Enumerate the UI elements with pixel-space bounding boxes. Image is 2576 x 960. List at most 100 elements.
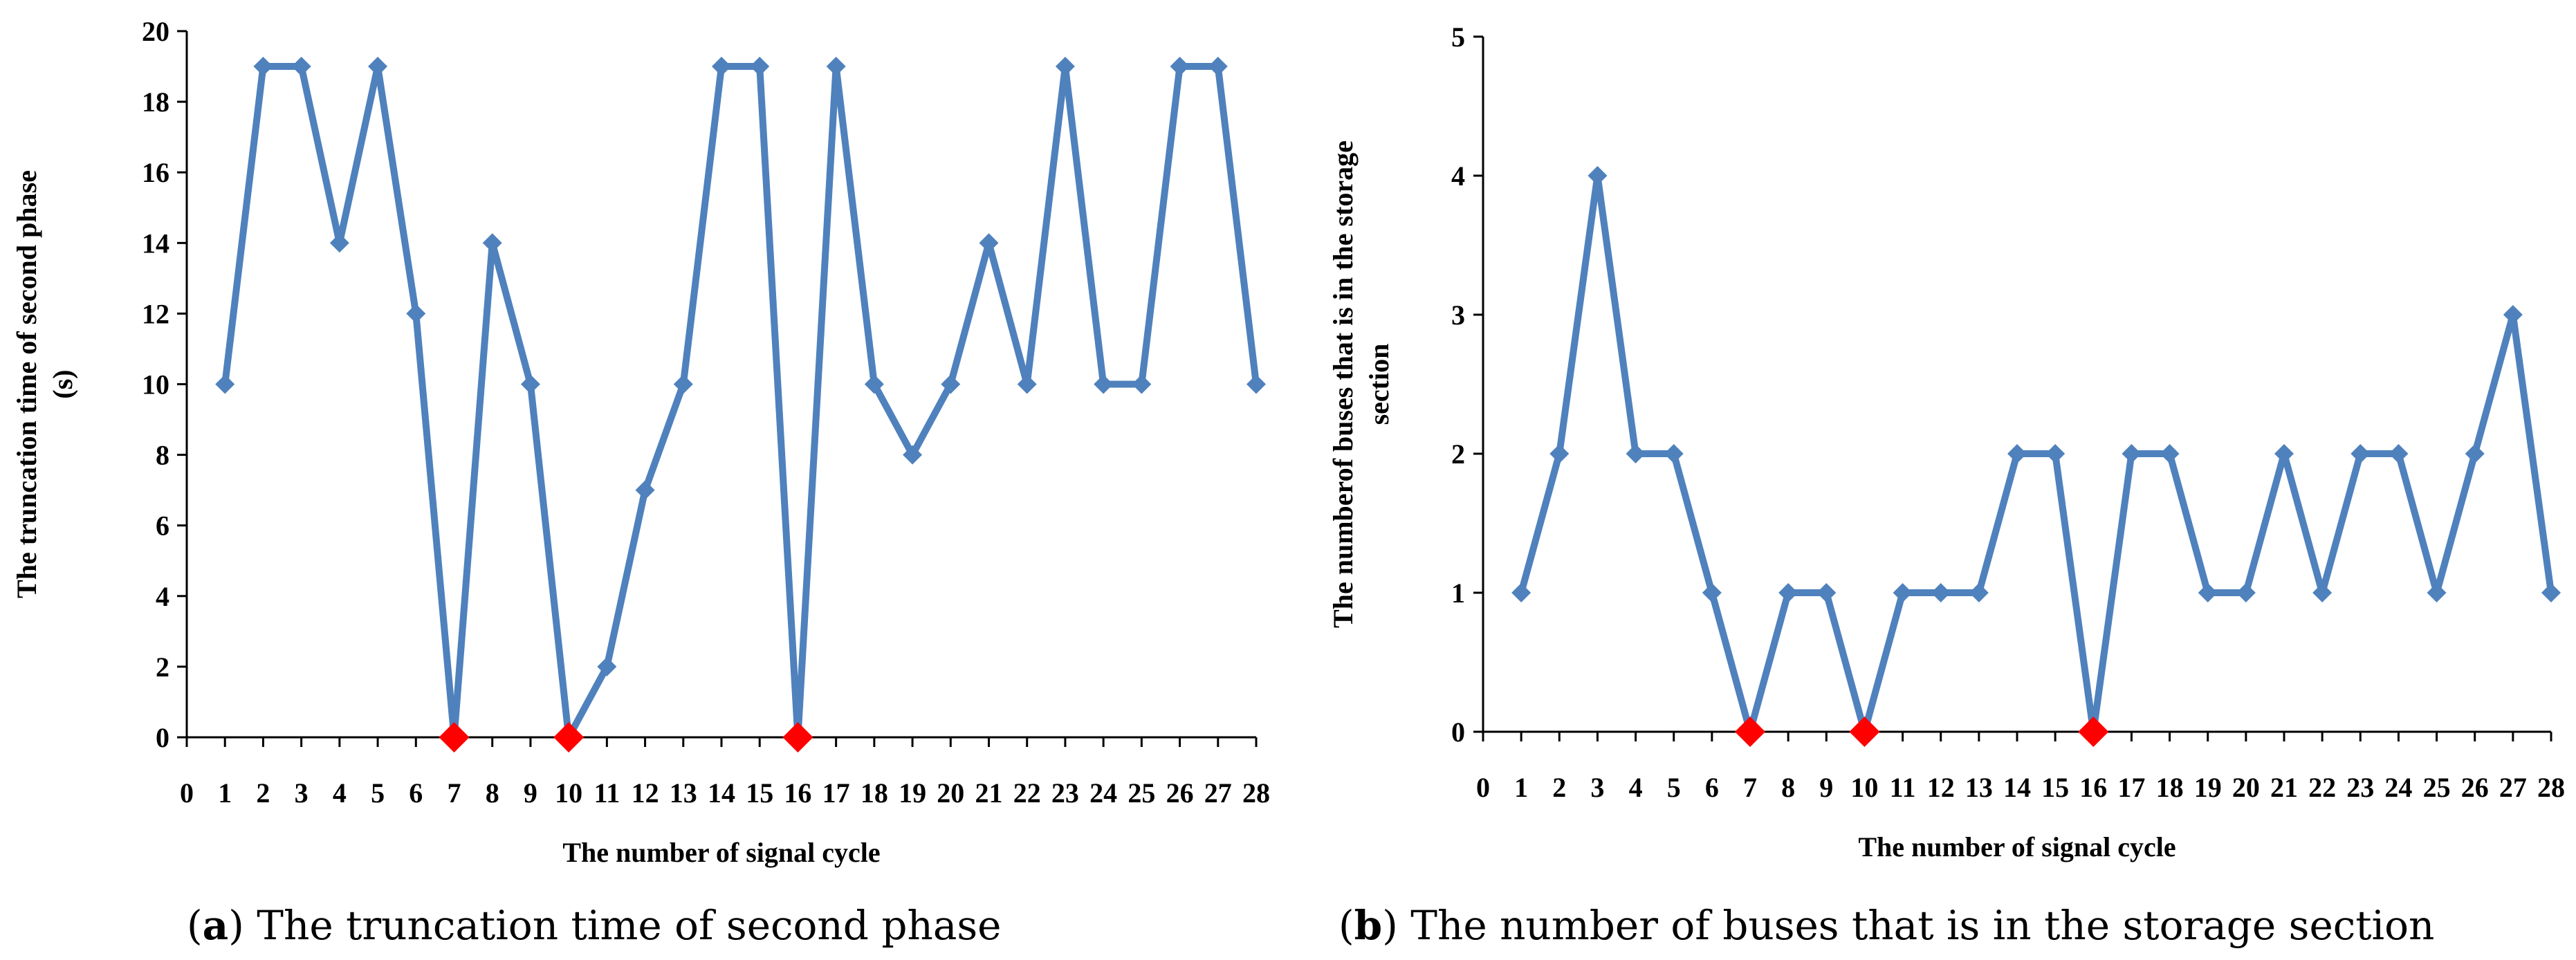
data-point — [1816, 583, 1837, 602]
x-tick-label: 19 — [899, 777, 926, 809]
x-tick-label: 1 — [218, 777, 232, 809]
data-point — [2350, 444, 2371, 463]
x-tick-label: 4 — [333, 777, 347, 809]
data-point — [2427, 583, 2447, 602]
x-tick-label: 26 — [2461, 772, 2489, 803]
y-axis-title-line: (s) — [47, 369, 78, 398]
x-tick-label: 12 — [632, 777, 659, 809]
x-tick-label: 16 — [2079, 772, 2107, 803]
data-point — [1626, 444, 1646, 463]
data-point — [1931, 583, 1951, 602]
data-point — [673, 374, 693, 394]
x-tick-label: 22 — [2308, 772, 2336, 803]
x-tick-label: 1 — [1514, 772, 1528, 803]
figure-caption: (b) The number of buses that is in the s… — [1338, 902, 2434, 949]
data-point — [750, 57, 770, 77]
data-point — [1588, 166, 1608, 185]
caption-letter: a — [203, 902, 229, 949]
data-point — [1664, 444, 1684, 463]
x-tick-label: 0 — [1476, 772, 1490, 803]
x-tick-label: 24 — [2384, 772, 2412, 803]
data-point — [941, 374, 961, 394]
x-axis-title: The number of signal cycle — [562, 837, 880, 868]
y-tick-label: 14 — [142, 228, 169, 259]
y-tick-label: 2 — [156, 652, 169, 683]
data-point — [2236, 583, 2256, 602]
x-tick-label: 21 — [975, 777, 1003, 809]
x-tick-label: 16 — [784, 777, 811, 809]
x-tick-label: 8 — [486, 777, 499, 809]
data-point — [2503, 305, 2523, 324]
data-point — [2045, 444, 2066, 463]
data-point — [903, 445, 923, 465]
x-tick-label: 26 — [1166, 777, 1194, 809]
data-point — [1132, 374, 1152, 394]
highlight-point — [1849, 717, 1880, 747]
figure-caption: (a) The truncation time of second phase — [187, 902, 1001, 949]
x-tick-label: 11 — [1890, 772, 1916, 803]
data-point — [2465, 444, 2485, 463]
x-tick-label: 7 — [1743, 772, 1757, 803]
data-point — [2541, 583, 2561, 602]
data-point — [597, 656, 617, 676]
data-point — [2274, 444, 2294, 463]
x-tick-label: 5 — [1667, 772, 1681, 803]
data-point — [1208, 57, 1228, 77]
y-tick-label: 5 — [1451, 21, 1465, 53]
y-axis-title-line: The numberof buses that is in the storag… — [1327, 140, 1359, 628]
x-tick-label: 7 — [448, 777, 461, 809]
x-tick-label: 27 — [1204, 777, 1232, 809]
y-tick-label: 8 — [156, 440, 169, 471]
data-point — [1017, 374, 1037, 394]
caption-text: The truncation time of second phase — [244, 902, 1002, 949]
x-tick-label: 25 — [1128, 777, 1155, 809]
highlight-point — [2078, 717, 2109, 747]
data-point — [2312, 583, 2333, 602]
x-tick-label: 4 — [1629, 772, 1643, 803]
y-tick-label: 16 — [142, 157, 169, 188]
x-tick-label: 24 — [1089, 777, 1117, 809]
y-axis-title-line: The truncation time of second phase — [11, 170, 42, 598]
highlight-point — [782, 722, 813, 753]
data-point — [2007, 444, 2027, 463]
data-point — [368, 57, 388, 77]
data-point — [1246, 374, 1266, 394]
x-tick-label: 20 — [937, 777, 964, 809]
x-tick-label: 28 — [1242, 777, 1270, 809]
series-line — [221, 63, 1260, 741]
data-point — [291, 57, 311, 77]
x-tick-label: 18 — [861, 777, 888, 809]
y-tick-label: 2 — [1451, 439, 1465, 470]
data-point — [1511, 583, 1531, 602]
data-point — [253, 57, 273, 77]
x-tick-label: 18 — [2156, 772, 2184, 803]
y-tick-label: 6 — [156, 510, 169, 542]
x-tick-label: 22 — [1013, 777, 1041, 809]
y-tick-label: 12 — [142, 298, 169, 329]
y-tick-label: 0 — [1451, 717, 1465, 748]
data-point — [2198, 583, 2218, 602]
data-point — [979, 233, 999, 253]
y-tick-label: 1 — [1451, 578, 1465, 609]
x-tick-label: 13 — [670, 777, 697, 809]
y-tick-label: 3 — [1451, 299, 1465, 331]
y-tick-label: 10 — [142, 369, 169, 400]
data-point — [1094, 374, 1114, 394]
data-point — [1778, 583, 1798, 602]
x-tick-label: 17 — [822, 777, 850, 809]
highlight-point — [553, 722, 585, 753]
x-tick-label: 10 — [555, 777, 582, 809]
data-point — [406, 304, 426, 324]
y-tick-label: 20 — [142, 16, 169, 47]
data-point — [826, 57, 846, 77]
y-tick-label: 4 — [156, 581, 169, 612]
data-point — [329, 233, 349, 253]
y-tick-label: 4 — [1451, 160, 1465, 192]
x-tick-label: 19 — [2194, 772, 2222, 803]
x-tick-label: 13 — [1965, 772, 1993, 803]
x-tick-label: 3 — [295, 777, 309, 809]
y-tick-label: 18 — [142, 86, 169, 118]
